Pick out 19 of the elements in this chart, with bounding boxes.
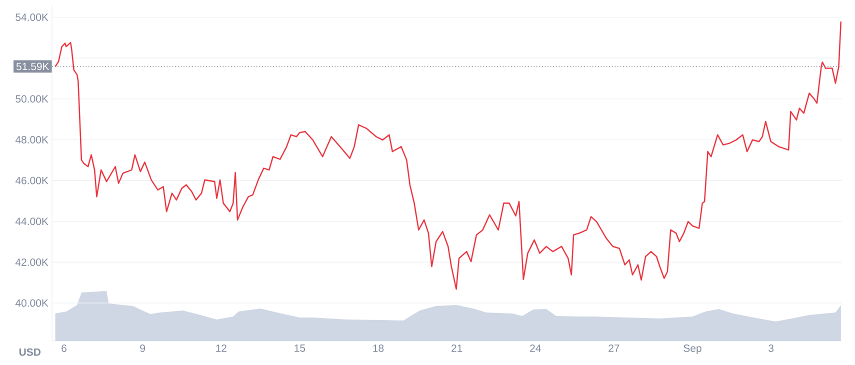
y-tick-label: 54.00K (16, 14, 48, 21)
x-tick-label: Sep (684, 344, 702, 354)
x-tick-label: 18 (373, 344, 384, 352)
x-tick-label: 27 (608, 344, 620, 352)
x-tick-label: 15 (294, 344, 306, 352)
y-tick-label: 40.00K (15, 299, 48, 307)
y-tick-label: 48.00K (15, 136, 48, 144)
x-tick-label: 12 (216, 344, 226, 352)
x-tick-label: 24 (530, 344, 541, 352)
x-tick-label: 6 (62, 344, 66, 352)
y-tick-label: 42.00K (15, 258, 48, 266)
x-tick-label: 3 (768, 344, 774, 352)
y-axis-title: USD (19, 348, 41, 356)
x-tick-label: 21 (452, 344, 462, 352)
y-tick-label: 46.00K (15, 176, 48, 184)
y-tick-label: 50.00K (16, 95, 48, 103)
y-tick-label: 44.00K (15, 218, 48, 226)
x-tick-label: 9 (140, 344, 145, 352)
ref-line-label: 51.59K (16, 62, 50, 70)
